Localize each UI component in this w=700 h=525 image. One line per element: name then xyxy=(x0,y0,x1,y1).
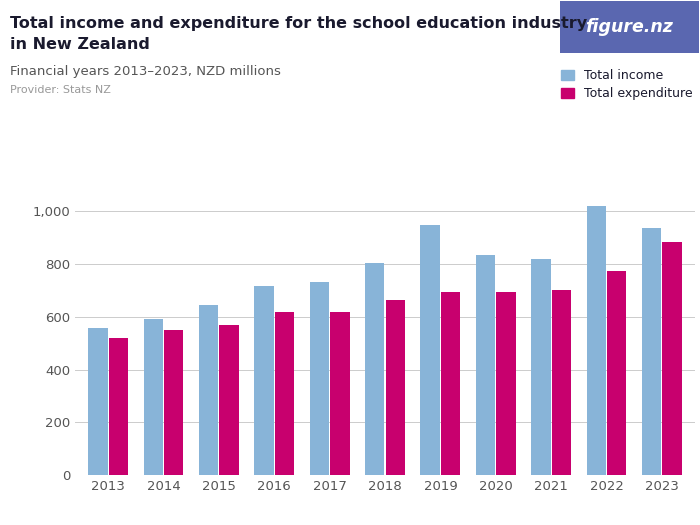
Bar xyxy=(587,206,606,475)
Bar xyxy=(552,290,571,475)
Bar xyxy=(199,305,218,475)
Bar xyxy=(476,255,495,475)
Bar xyxy=(642,227,661,475)
Bar xyxy=(330,312,349,475)
Bar xyxy=(219,324,239,475)
Bar xyxy=(386,300,405,475)
Bar xyxy=(365,263,384,475)
Bar xyxy=(531,259,551,475)
Bar xyxy=(662,242,682,475)
Bar xyxy=(88,328,108,475)
Text: figure.nz: figure.nz xyxy=(585,18,673,36)
Bar xyxy=(108,339,128,475)
Bar xyxy=(144,319,163,475)
Text: in New Zealand: in New Zealand xyxy=(10,37,150,52)
Legend: Total income, Total expenditure: Total income, Total expenditure xyxy=(561,69,692,100)
Text: Total income and expenditure for the school education industry: Total income and expenditure for the sch… xyxy=(10,16,587,31)
Bar xyxy=(164,331,183,475)
Bar xyxy=(607,270,626,475)
Bar xyxy=(254,287,274,475)
Bar xyxy=(275,312,294,475)
Bar xyxy=(441,292,461,475)
Bar xyxy=(496,292,516,475)
Bar xyxy=(309,282,329,475)
Bar xyxy=(421,225,440,475)
Text: Financial years 2013–2023, NZD millions: Financial years 2013–2023, NZD millions xyxy=(10,65,281,78)
Text: Provider: Stats NZ: Provider: Stats NZ xyxy=(10,85,111,95)
